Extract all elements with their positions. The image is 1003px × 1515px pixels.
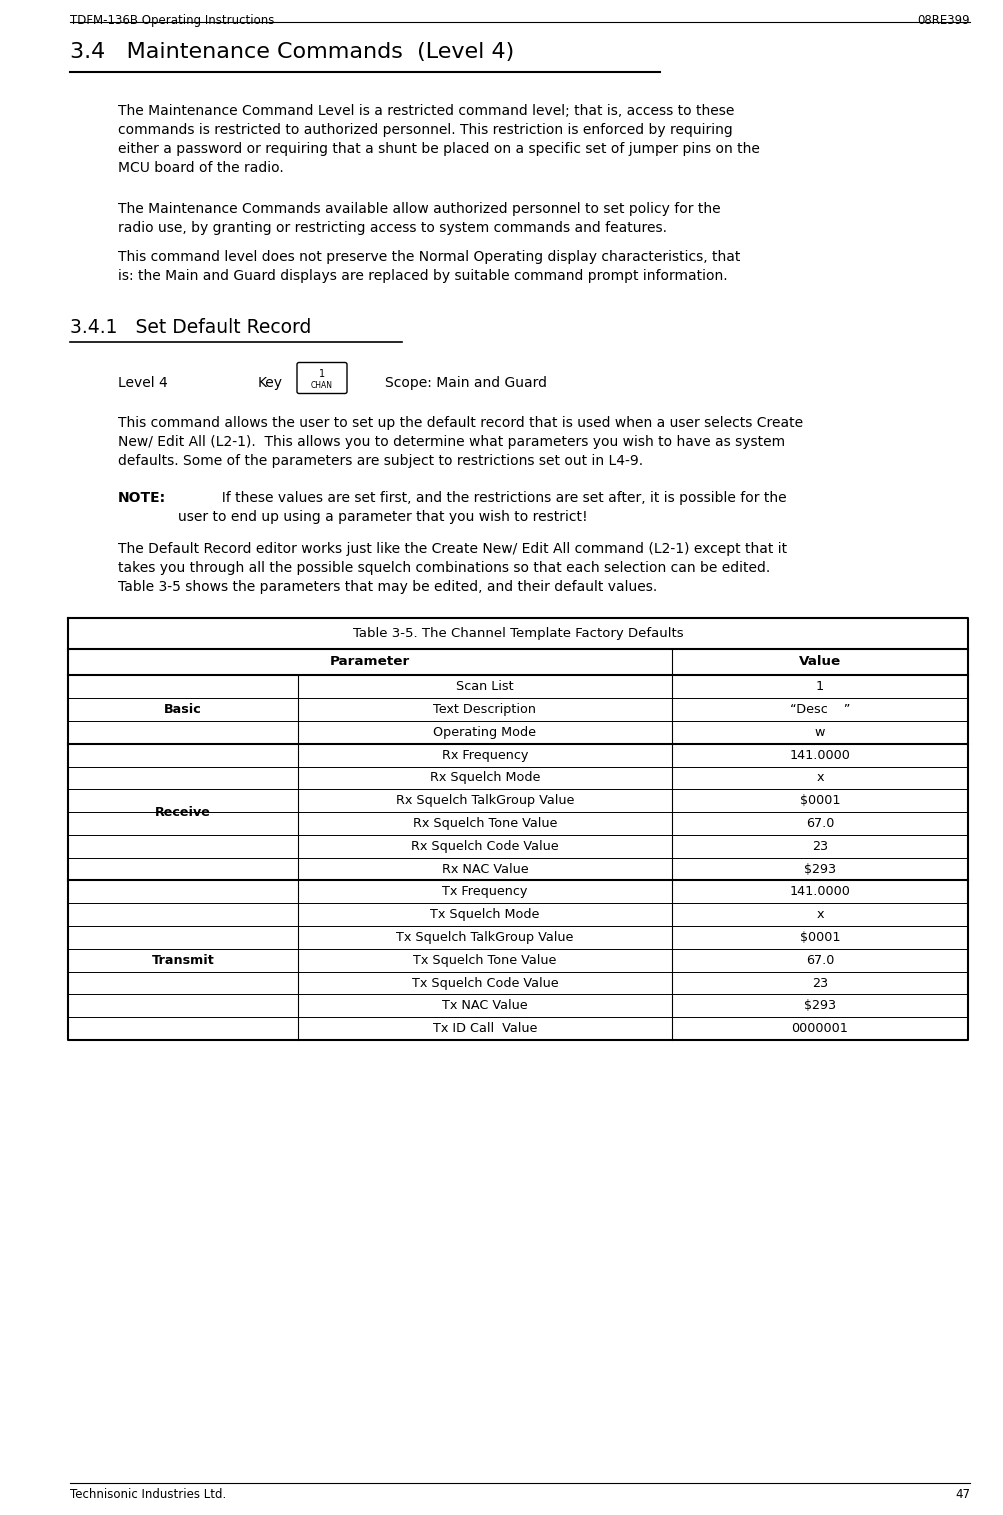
Text: Technisonic Industries Ltd.: Technisonic Industries Ltd. [70,1488,226,1501]
Text: $0001: $0001 [799,794,840,807]
Text: TDFM-136B Operating Instructions: TDFM-136B Operating Instructions [70,14,274,27]
Text: CHAN: CHAN [311,380,333,389]
Text: Text Description: Text Description [433,703,536,717]
Text: x: x [815,771,822,785]
Text: The Default Record editor works just like the Create New/ Edit All command (L2-1: The Default Record editor works just lik… [118,542,786,594]
Text: NOTE:: NOTE: [118,491,165,504]
Text: Receive: Receive [154,806,211,818]
Text: Rx Squelch TalkGroup Value: Rx Squelch TalkGroup Value [395,794,574,807]
Text: 3.4   Maintenance Commands  (Level 4): 3.4 Maintenance Commands (Level 4) [70,42,514,62]
Text: Value: Value [798,656,841,668]
Text: Rx Squelch Tone Value: Rx Squelch Tone Value [412,817,557,830]
Text: Tx Squelch TalkGroup Value: Tx Squelch TalkGroup Value [396,932,573,944]
Text: 67.0: 67.0 [805,817,833,830]
Text: This command allows the user to set up the default record that is used when a us: This command allows the user to set up t… [118,417,802,468]
Text: 23: 23 [811,839,827,853]
Text: Tx Squelch Mode: Tx Squelch Mode [430,907,540,921]
Text: Tx Squelch Tone Value: Tx Squelch Tone Value [413,954,556,967]
Text: 47: 47 [954,1488,969,1501]
Text: Tx Squelch Code Value: Tx Squelch Code Value [411,977,558,989]
Text: 67.0: 67.0 [805,954,833,967]
Text: Tx ID Call  Value: Tx ID Call Value [432,1023,537,1035]
Text: $0001: $0001 [799,932,840,944]
Text: 1: 1 [319,370,325,379]
Text: This command level does not preserve the Normal Operating display characteristic: This command level does not preserve the… [118,250,739,283]
Text: Tx Frequency: Tx Frequency [442,885,528,898]
Text: The Maintenance Command Level is a restricted command level; that is, access to : The Maintenance Command Level is a restr… [118,105,759,174]
Text: Key: Key [258,376,283,389]
Text: $293: $293 [803,1000,835,1012]
Text: Basic: Basic [163,703,202,717]
Text: Level 4: Level 4 [118,376,168,389]
Text: x: x [815,907,822,921]
Text: 141.0000: 141.0000 [788,748,850,762]
Text: $293: $293 [803,862,835,876]
Text: 0000001: 0000001 [790,1023,848,1035]
Text: Rx Squelch Mode: Rx Squelch Mode [429,771,540,785]
Text: Scope: Main and Guard: Scope: Main and Guard [384,376,547,389]
Text: 23: 23 [811,977,827,989]
Text: Rx Frequency: Rx Frequency [441,748,528,762]
Text: Table 3-5. The Channel Template Factory Defaults: Table 3-5. The Channel Template Factory … [352,627,683,639]
Text: If these values are set first, and the restrictions are set after, it is possibl: If these values are set first, and the r… [178,491,785,524]
Text: Transmit: Transmit [151,954,215,967]
Text: Rx Squelch Code Value: Rx Squelch Code Value [411,839,559,853]
Text: 08RE399: 08RE399 [917,14,969,27]
Text: Scan List: Scan List [455,680,514,694]
Text: “Desc    ”: “Desc ” [789,703,850,717]
Text: 3.4.1   Set Default Record: 3.4.1 Set Default Record [70,318,311,336]
Text: Operating Mode: Operating Mode [433,726,536,739]
FancyBboxPatch shape [297,362,347,394]
Text: Rx NAC Value: Rx NAC Value [441,862,528,876]
Text: 1: 1 [815,680,823,694]
Text: The Maintenance Commands available allow authorized personnel to set policy for : The Maintenance Commands available allow… [118,201,720,235]
Text: 141.0000: 141.0000 [788,885,850,898]
Text: w: w [814,726,824,739]
Text: Tx NAC Value: Tx NAC Value [441,1000,528,1012]
Text: Parameter: Parameter [330,656,409,668]
